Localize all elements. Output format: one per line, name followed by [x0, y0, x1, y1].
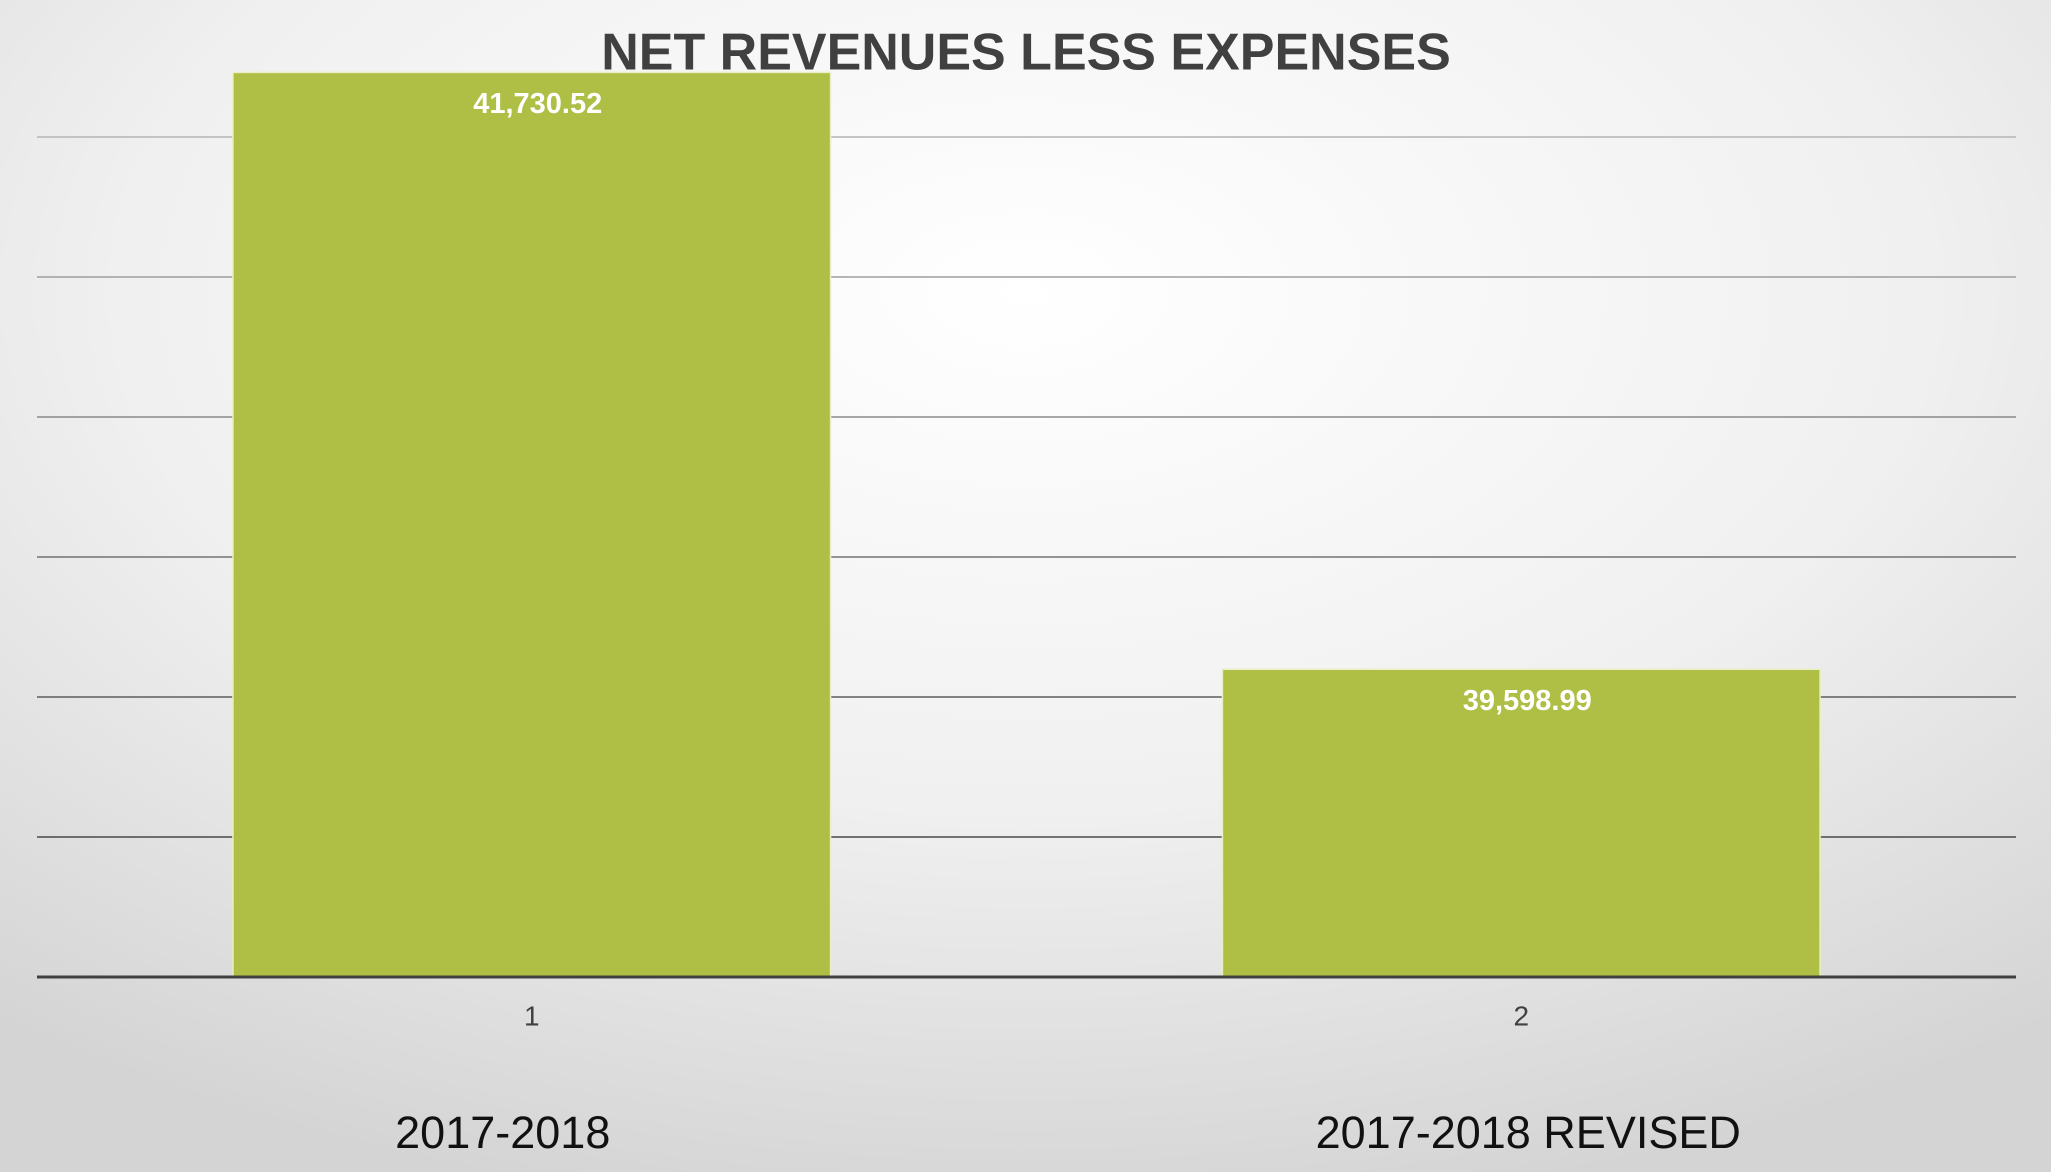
bar [1221, 668, 1821, 978]
category-label: 2017-2018 [395, 1107, 610, 1158]
data-label: 39,598.99 [1463, 685, 1592, 717]
x-tick-label: 2 [1513, 1000, 1529, 1031]
x-tick-label: 1 [524, 1000, 540, 1031]
bars [232, 71, 1821, 978]
bar [232, 71, 832, 978]
data-label: 41,730.52 [473, 88, 602, 120]
chart-title: NET REVENUES LESS EXPENSES [601, 24, 1451, 82]
category-label: 2017-2018 REVISED [1316, 1107, 1741, 1158]
